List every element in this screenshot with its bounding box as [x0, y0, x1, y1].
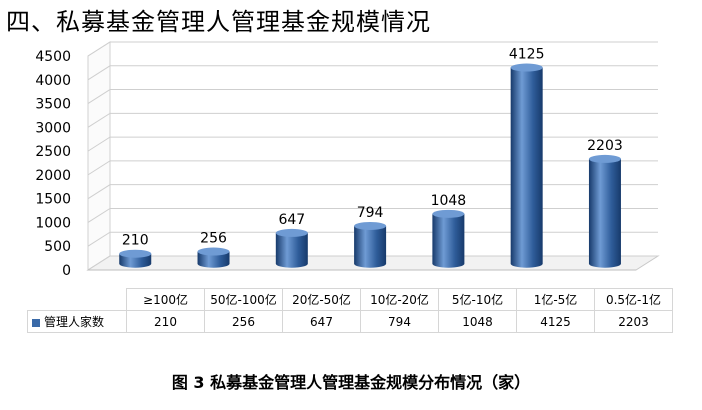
bar-body [432, 213, 465, 268]
gridline [87, 65, 658, 81]
category-cell: ≥100亿 [126, 288, 205, 311]
gridline [87, 207, 658, 223]
bar-body [510, 67, 543, 268]
category-cell: 10亿-20亿 [360, 288, 439, 311]
figure-caption: 图 3 私募基金管理人管理基金规模分布情况（家） [171, 373, 531, 392]
bar-body [354, 225, 387, 268]
gridline [87, 41, 658, 57]
category-cell: 5亿-10亿 [438, 288, 517, 311]
value-cell: 794 [360, 310, 439, 333]
gridline [87, 112, 658, 128]
y-tick-label: 2000 [35, 168, 71, 184]
y-tick-label: 1000 [35, 215, 71, 231]
bar-body [588, 158, 621, 268]
bar [119, 249, 152, 268]
bar [275, 228, 308, 268]
value-cell: 210 [126, 310, 205, 333]
bar [588, 154, 621, 268]
bar-body [275, 232, 308, 268]
bar-body [197, 251, 230, 268]
value-cell: 4125 [516, 310, 595, 333]
series-name: 管理人家数 [44, 315, 105, 329]
gridline [87, 160, 658, 176]
gridline [87, 184, 658, 200]
data-label: 2203 [587, 138, 623, 154]
y-tick-label: 500 [44, 239, 71, 255]
bar [432, 209, 465, 268]
value-cell: 1048 [438, 310, 517, 333]
bar-chart: 0 500 1000 1500 2000 2500 3000 3500 4000 4500 210 2… [35, 41, 660, 279]
category-cell: 20亿-50亿 [282, 288, 361, 311]
bar-top [119, 249, 152, 258]
bar-top [510, 63, 543, 72]
section-title: 四、私募基金管理人管理基金规模情况 [6, 8, 431, 36]
y-tick-label: 3500 [35, 97, 71, 113]
gridline [87, 255, 658, 271]
data-label: 210 [122, 233, 149, 249]
y-tick-label: 2500 [35, 144, 71, 160]
bar-top [275, 228, 308, 237]
legend-swatch [32, 318, 40, 327]
chart-side-wall [87, 41, 111, 271]
category-cell: 0.5亿-1亿 [594, 288, 673, 311]
category-cell: 50亿-100亿 [204, 288, 283, 311]
y-tick-label: 3000 [35, 120, 71, 136]
bar [197, 247, 230, 268]
value-cell: 256 [204, 310, 283, 333]
table-corner [27, 288, 127, 311]
bar-top [432, 209, 465, 218]
data-label: 647 [278, 212, 305, 228]
y-tick-label: 0 [62, 263, 71, 279]
value-cell: 647 [282, 310, 361, 333]
category-row: ≥100亿 50亿-100亿 20亿-50亿 10亿-20亿 5亿-10亿 1亿-5亿 0.… [27, 288, 673, 311]
bar-top [588, 154, 621, 163]
data-label: 794 [357, 205, 384, 221]
data-label: 1048 [431, 193, 467, 209]
y-tick-label: 1500 [35, 192, 71, 208]
gridline [87, 89, 658, 104]
gridline [87, 231, 658, 247]
category-cell: 1亿-5亿 [516, 288, 595, 311]
series-label-cell: 管理人家数 [27, 310, 127, 333]
y-tick-label: 4000 [35, 73, 71, 89]
data-table: ≥100亿 50亿-100亿 20亿-50亿 10亿-20亿 5亿-10亿 1亿-5亿 0.… [27, 288, 673, 333]
bar [510, 63, 543, 268]
bar-top [197, 247, 230, 256]
bar [354, 221, 387, 268]
data-label: 256 [200, 231, 227, 247]
data-label: 4125 [509, 47, 545, 63]
series-row: 管理人家数 210 256 647 794 1048 4125 2203 [27, 310, 673, 333]
bar-top [354, 221, 387, 230]
bar-body [119, 253, 152, 268]
gridline [87, 136, 658, 152]
y-tick-label: 4500 [35, 49, 71, 65]
value-cell: 2203 [594, 310, 673, 333]
